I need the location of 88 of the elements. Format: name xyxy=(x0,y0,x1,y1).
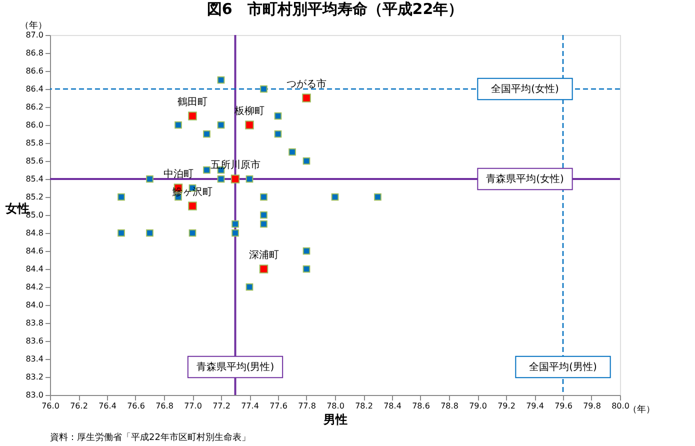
point xyxy=(260,211,268,219)
y-tick-label: 84.0 xyxy=(26,300,44,310)
point xyxy=(259,264,268,274)
ref-line-label: 全国平均(男性) xyxy=(529,361,597,373)
point xyxy=(302,157,310,165)
point xyxy=(302,265,310,273)
y-tick-label: 86.4 xyxy=(26,84,44,94)
point xyxy=(217,175,225,183)
point xyxy=(146,229,154,237)
x-tick-label: 76.0 xyxy=(42,402,60,410)
y-tick-label: 83.4 xyxy=(26,354,44,364)
point xyxy=(288,148,296,156)
point xyxy=(188,112,197,120)
point xyxy=(232,229,239,237)
ref-line-label: 青森県平均(男性) xyxy=(196,361,274,373)
x-tick-label: 78.4 xyxy=(384,402,402,410)
x-tick-label: 79.2 xyxy=(498,402,516,410)
ref-line-label: 全国平均(女性) xyxy=(491,83,559,95)
x-tick-label: 76.8 xyxy=(156,402,174,410)
point xyxy=(188,202,197,210)
x-axis-title: 男性 xyxy=(322,412,348,426)
x-tick-label: 77.4 xyxy=(241,402,259,410)
y-tick-label: 84.2 xyxy=(26,282,44,292)
y-tick-label: 83.8 xyxy=(26,318,44,328)
ref-line-label: 青森県平均(女性) xyxy=(486,173,564,185)
x-tick-label: 78.8 xyxy=(440,402,458,410)
y-tick-label: 84.8 xyxy=(26,228,44,238)
point xyxy=(274,130,282,138)
x-tick-label: 77.8 xyxy=(298,402,316,410)
annotation: 鶴田町 xyxy=(178,96,208,108)
x-tick-label: 76.6 xyxy=(127,402,145,410)
y-tick-label: 83.2 xyxy=(26,372,44,382)
y-tick-label: 85.6 xyxy=(26,156,44,166)
x-tick-label: 76.4 xyxy=(98,402,116,410)
y-tick-label: 83.6 xyxy=(26,336,44,346)
text: 資料：厚生労働省「平成22年市区町村別生命表」 xyxy=(50,432,250,443)
annotation: 深浦町 xyxy=(248,249,279,261)
point xyxy=(174,121,182,129)
y-tick-label: 86.8 xyxy=(26,48,44,58)
y-tick-label: 85.2 xyxy=(26,192,44,202)
point xyxy=(246,283,254,291)
text: （年） xyxy=(20,20,47,31)
point xyxy=(203,130,210,138)
point xyxy=(188,229,196,237)
point xyxy=(230,174,240,184)
y-tick-label: 84.4 xyxy=(26,264,44,274)
point xyxy=(217,121,225,129)
point xyxy=(246,175,254,183)
annotation: 鰺ヶ沢町 xyxy=(172,186,212,198)
y-tick-label: 84.6 xyxy=(26,246,44,256)
x-tick-label: 80.0 xyxy=(612,402,630,410)
x-tick-label: 78.0 xyxy=(326,402,344,410)
point xyxy=(217,76,225,84)
point xyxy=(118,193,125,201)
y-tick-label: 85.8 xyxy=(26,138,44,148)
point xyxy=(118,229,125,237)
chart-title: 図6 市町村別平均寿命（平成22年） xyxy=(206,0,464,18)
point xyxy=(146,175,154,183)
point xyxy=(232,220,239,228)
y-tick-label: 85.4 xyxy=(26,174,44,184)
point xyxy=(302,247,310,255)
x-tick-label: 78.2 xyxy=(355,402,373,410)
x-tick-label: 79.4 xyxy=(526,402,544,410)
point xyxy=(331,193,339,201)
x-tick-label: 79.6 xyxy=(554,402,572,410)
y-tick-label: 83.0 xyxy=(26,390,44,400)
x-tick-label: 77.0 xyxy=(184,402,202,410)
x-tick-label: 76.2 xyxy=(70,402,88,410)
x-tick-label: 77.6 xyxy=(270,402,288,410)
point xyxy=(260,193,268,201)
point xyxy=(302,94,311,102)
x-tick-label: 79.8 xyxy=(583,402,601,410)
y-tick-label: 86.6 xyxy=(26,66,44,76)
point xyxy=(274,112,282,120)
point xyxy=(374,193,382,201)
x-tick-label: 79.0 xyxy=(469,402,487,410)
point xyxy=(203,166,210,174)
annotation: つがる市 xyxy=(286,78,326,90)
y-tick-label: 86.2 xyxy=(26,102,44,112)
x-tick-label: 77.2 xyxy=(212,402,230,410)
annotation: 中泊町 xyxy=(163,168,194,180)
text: （年） xyxy=(628,404,655,415)
y-tick-label: 87.0 xyxy=(26,30,44,40)
point xyxy=(245,120,254,130)
point xyxy=(260,220,268,228)
point xyxy=(260,85,268,93)
y-tick-label: 86.0 xyxy=(26,120,44,130)
x-tick-label: 78.6 xyxy=(412,402,430,410)
